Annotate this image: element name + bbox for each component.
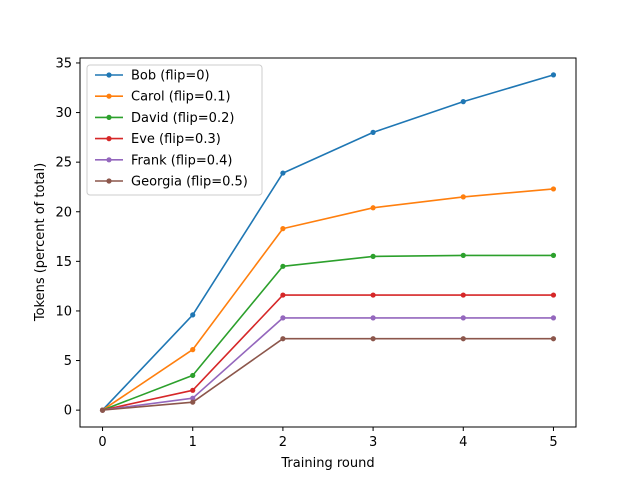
data-point xyxy=(280,336,286,342)
data-point xyxy=(370,253,376,259)
x-axis-title: Training round xyxy=(280,456,374,471)
data-point xyxy=(460,292,466,298)
legend-label: Georgia (flip=0.5) xyxy=(131,175,248,190)
x-tick-label: 0 xyxy=(98,435,106,450)
y-tick-label: 0 xyxy=(64,404,72,419)
data-point xyxy=(370,315,376,321)
series-line xyxy=(102,294,554,411)
x-tick-label: 1 xyxy=(189,435,197,450)
legend-swatch-marker xyxy=(106,93,112,99)
series-line xyxy=(102,337,554,411)
series-line xyxy=(101,74,554,411)
legend-frame xyxy=(86,64,263,196)
series-layer xyxy=(99,72,557,413)
y-axis-ticks: 0 5 10 15 20 25 30 35 xyxy=(55,56,80,419)
data-point xyxy=(280,292,286,298)
y-tick-label: 15 xyxy=(55,255,72,270)
data-point xyxy=(280,263,286,269)
x-axis-ticks: 0 1 2 3 4 5 xyxy=(98,427,558,450)
data-point xyxy=(370,129,376,135)
legend-swatch-marker xyxy=(106,72,112,78)
y-tick-label: 20 xyxy=(55,205,72,220)
data-point xyxy=(370,205,376,211)
legend-label: David (flip=0.2) xyxy=(131,111,234,126)
legend-swatch-marker xyxy=(106,157,112,163)
legend-label: Frank (flip=0.4) xyxy=(131,153,233,168)
data-point xyxy=(550,292,557,298)
x-tick-label: 3 xyxy=(369,435,377,450)
plot-frame xyxy=(79,57,577,428)
legend-swatch-marker xyxy=(106,178,112,184)
data-point xyxy=(280,226,286,232)
legend-label: Carol (flip=0.1) xyxy=(131,90,231,105)
x-tick-label: 2 xyxy=(279,435,287,450)
series-line xyxy=(102,188,554,411)
x-tick-label: 4 xyxy=(459,435,467,450)
data-point xyxy=(190,395,196,401)
series-line xyxy=(102,254,554,411)
y-tick-label: 30 xyxy=(55,106,72,121)
y-tick-label: 10 xyxy=(55,304,72,319)
series-line xyxy=(102,317,554,411)
legend-label: Eve (flip=0.3) xyxy=(131,132,221,147)
data-point xyxy=(280,315,286,321)
y-tick-label: 5 xyxy=(64,354,72,369)
data-point xyxy=(550,186,557,192)
data-point xyxy=(190,399,196,405)
data-point xyxy=(550,72,557,78)
data-point xyxy=(460,99,466,105)
data-point xyxy=(550,315,557,321)
data-point xyxy=(460,336,466,342)
y-tick-label: 25 xyxy=(55,156,72,171)
data-point xyxy=(190,387,196,393)
y-tick-label: 35 xyxy=(55,56,72,71)
y-axis-title: Tokens (percent of total) xyxy=(33,163,48,322)
data-point xyxy=(460,194,466,200)
legend-label: Bob (flip=0) xyxy=(131,69,210,84)
x-tick-label: 5 xyxy=(549,435,557,450)
data-point xyxy=(460,252,466,258)
data-point xyxy=(280,170,286,176)
data-point xyxy=(370,336,376,342)
data-point xyxy=(99,407,106,413)
data-point xyxy=(190,372,196,379)
legend: Bob (flip=0) Carol (flip=0.1) David (flip=… xyxy=(86,64,263,196)
legend-swatch-marker xyxy=(106,136,112,142)
data-point xyxy=(190,312,196,318)
data-point xyxy=(370,292,376,298)
data-point xyxy=(190,347,196,353)
data-point xyxy=(550,252,557,258)
data-point xyxy=(550,336,557,342)
data-point xyxy=(460,315,466,321)
legend-swatch-marker xyxy=(106,114,112,120)
